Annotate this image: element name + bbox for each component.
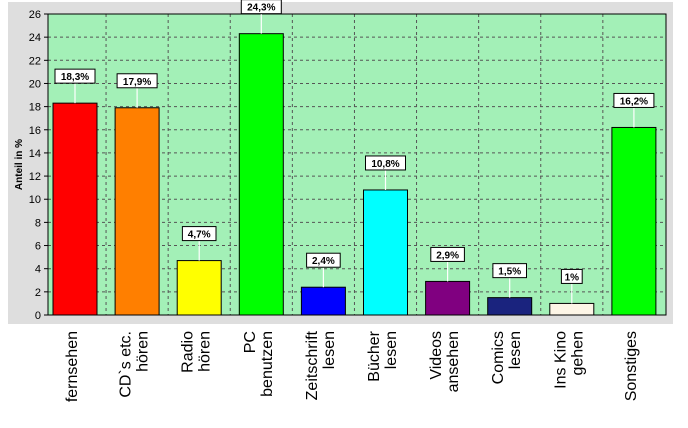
data-label-box [54,68,96,84]
category-label: benutzen [259,331,276,397]
y-tick-label: 18 [29,102,41,114]
category-label: Radio [180,331,197,373]
bar [549,302,595,316]
category-label: PC [242,331,259,353]
category-label: gehen [569,331,586,376]
category-label: Ins Kino [552,331,569,389]
category-label: ansehen [445,331,462,392]
data-label-box [240,0,282,15]
data-label: 2,4% [312,256,335,267]
data-label-box [116,73,158,89]
category-label: Comics [490,331,507,384]
y-tick-label: 26 [29,9,41,21]
y-tick-label: 22 [29,55,41,67]
data-label-box [430,246,465,262]
bar [52,102,98,316]
bar [300,286,346,316]
category-label: Videos [428,331,445,380]
y-tick-label: 24 [29,32,41,44]
category-label: lesen [383,331,400,369]
y-tick-label: 12 [29,171,41,183]
bar [425,280,471,316]
data-label: 18,3% [61,72,89,83]
category-label: lesen [507,331,524,369]
data-label-box [560,268,583,284]
y-tick-label: 0 [35,310,41,322]
data-label: 17,9% [123,77,151,88]
data-label: 1,5% [498,267,521,278]
category-label: hören [197,331,214,372]
bar [363,189,408,316]
data-label-box [492,263,527,279]
bar [114,107,160,316]
y-tick-label: 4 [35,264,41,276]
data-label: 1% [565,272,580,283]
data-label: 2,9% [436,250,459,261]
data-label-box [613,92,655,108]
y-tick-label: 14 [29,148,41,160]
data-label: 10,8% [371,159,399,170]
category-label: lesen [321,331,338,369]
data-label: 16,2% [620,96,648,107]
data-label: 24,3% [247,3,275,14]
y-tick-label: 2 [35,287,41,299]
y-tick-label: 8 [35,217,41,229]
plot-border [47,13,667,316]
y-tick-label: 10 [29,194,41,206]
data-label-box [365,155,406,171]
y-tick-label: 20 [29,78,41,90]
bar [611,126,657,316]
category-label: CD`s etc. [118,331,135,398]
y-tick-label: 6 [35,241,41,253]
bar [176,260,222,316]
category-label: fernsehen [64,331,81,402]
y-axis-label: Anteil in % [14,139,25,190]
category-label: Zeitschrift [304,330,321,400]
y-tick-label: 16 [29,125,41,137]
category-label: Sonstiges [623,331,640,401]
bar [238,33,284,316]
data-label-box [181,226,217,242]
category-label: hören [135,331,152,372]
category-label: Bücher [366,330,383,381]
bar [487,297,533,316]
data-label: 4,7% [188,230,211,241]
data-label-box [306,252,341,268]
